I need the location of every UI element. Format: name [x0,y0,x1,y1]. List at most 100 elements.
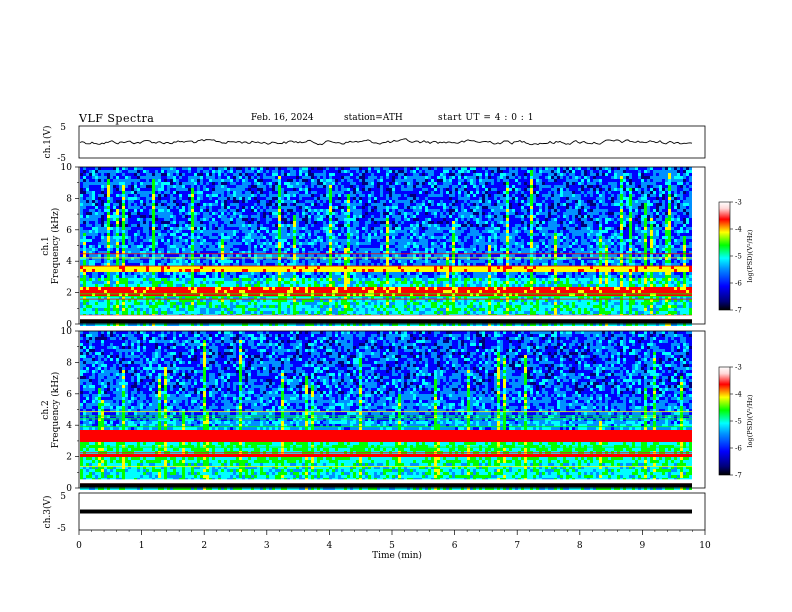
spectrogram-cell [86,305,89,308]
spectrogram-cell [131,167,134,170]
spectrogram-cell [152,173,155,176]
spectrogram-cell [98,203,101,206]
spectrogram-cell [92,260,95,263]
spectrogram-cell [128,305,131,308]
spectrogram-cell [89,245,92,248]
spectrogram-cell [146,323,149,326]
spectrogram-cell [140,233,143,236]
ch1-waveform-panel: 5 -5 ch.1(V) [42,123,705,164]
spectrogram-cell [92,248,95,251]
spectrogram-cell [86,197,89,200]
spectrogram-cell [137,248,140,251]
spectrogram-cell [113,203,116,206]
spectrogram-cell [125,227,128,230]
spectrogram-cell [110,227,113,230]
spectrogram-cell [86,215,89,218]
spectrogram-cell [98,290,101,293]
spectrogram-cell [89,194,92,197]
spectrogram-cell [137,200,140,203]
spectrogram-cell [155,323,158,326]
spectrogram-cell [95,305,98,308]
spectrogram-cell [119,167,122,170]
spectrogram-cell [83,215,86,218]
spectrogram-cell [149,233,152,236]
spectrogram-cell [119,242,122,245]
spectrogram-cell [89,173,92,176]
spectrogram-cell [122,290,125,293]
spectrogram-cell [146,182,149,185]
spectrogram-cell [143,230,146,233]
spectrogram-cell [107,167,110,170]
spectrogram-cell [104,209,107,212]
spectrogram-cell [113,260,116,263]
spectrogram-cell [110,272,113,275]
spectrogram-cell [107,191,110,194]
spectrogram-cell [104,173,107,176]
spectrogram-cell [98,221,101,224]
spectrogram-cell [101,242,104,245]
spectrogram-cell [122,287,125,290]
spectrogram-cell [140,227,143,230]
spectrogram-cell [113,221,116,224]
spectrogram-cell [101,209,104,212]
spectrogram-cell [80,302,83,305]
spectrogram-cell [89,236,92,239]
spectrogram-cell [104,284,107,287]
spectrogram-cell [113,308,116,311]
spectrogram-cell [86,263,89,266]
spectrogram-cell [101,236,104,239]
spectrogram-cell [95,311,98,314]
spectrogram-cell [137,224,140,227]
spectrogram-cell [92,281,95,284]
spectrogram-cell [149,278,152,281]
spectrogram-cell [146,224,149,227]
spectrogram-cell [137,179,140,182]
spectrogram-cell [128,218,131,221]
spectrogram-cell [134,188,137,191]
spectrogram-cell [92,203,95,206]
spectrogram-cell [140,176,143,179]
spectrogram-cell [140,248,143,251]
spectrogram-cell [113,233,116,236]
spectrogram-cell [92,323,95,326]
spectrogram-cell [122,179,125,182]
spectrogram-cell [122,254,125,257]
spectrogram-cell [89,221,92,224]
spectrogram-cell [107,248,110,251]
spectrogram-cell [125,305,128,308]
spectrogram-cell [80,176,83,179]
spectrogram-cell [80,290,83,293]
spectrogram-cell [128,302,131,305]
spectrogram-cell [140,209,143,212]
spectrogram-cell [116,167,119,170]
spectrogram-cell [155,290,158,293]
spectrogram-cell [155,233,158,236]
spectrogram-cell [143,236,146,239]
spectrogram-cell [146,206,149,209]
spectrogram-cell [98,200,101,203]
spectrogram-cell [86,203,89,206]
spectrogram-cell [131,263,134,266]
spectrogram-cell [146,203,149,206]
spectrogram-cell [128,230,131,233]
spectrogram-cell [80,167,83,170]
spectrogram-cell [140,194,143,197]
spectrogram-cell [101,248,104,251]
spectrogram-cell [131,260,134,263]
spectrogram-cell [86,212,89,215]
spectrogram-cell [131,248,134,251]
spectrogram-cell [140,206,143,209]
spectrogram-cell [155,209,158,212]
spectrogram-cell [110,305,113,308]
spectrogram-cell [92,188,95,191]
spectrogram-cell [146,176,149,179]
spectrogram-cell [110,269,113,272]
spectrogram-cell [113,182,116,185]
spectrogram-cell [104,230,107,233]
spectrogram-cell [137,272,140,275]
spectrogram-cell [134,287,137,290]
spectrogram-cell [86,176,89,179]
spectrogram-cell [119,245,122,248]
spectrogram-cell [101,191,104,194]
spectrogram-cell [116,281,119,284]
